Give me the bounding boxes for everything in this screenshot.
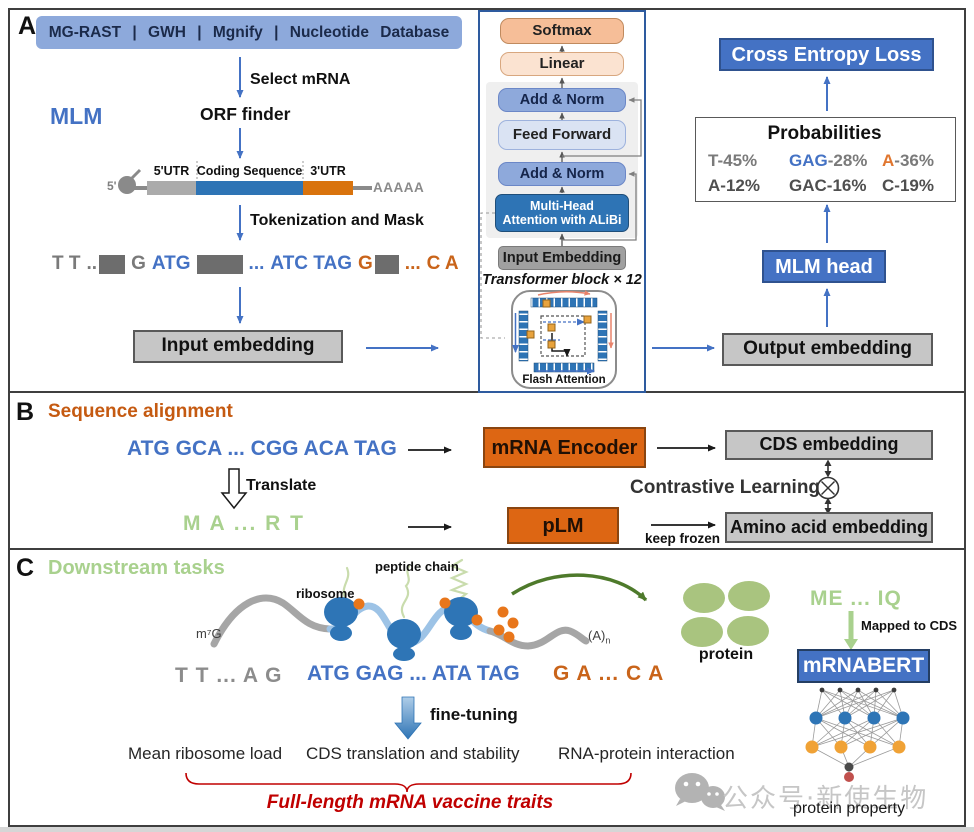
utr3-label: 3'UTR [310,164,346,178]
traits-label: Full-length mRNA vaccine traits [266,792,554,813]
token-gray-g: G [131,253,146,274]
prob-cell: A-36% [882,151,934,170]
prob-cell: GAG-28% [789,151,868,170]
poly-a-tail-label: (A)n [588,628,611,646]
mrna-encoder-box: mRNA Encoder [483,427,646,468]
add-norm-bottom-box: Add & Norm [498,162,626,186]
mask-block-2 [196,254,243,274]
ribosome-label: ribosome [296,586,355,601]
probabilities-title: Probabilities [767,123,882,144]
token-blue-codons: ATC TAG [270,253,353,274]
task-cds-translation: CDS translation and stability [306,744,520,763]
downstream-tasks-title: Downstream tasks [48,557,225,579]
cds-label: Coding Sequence [196,164,303,178]
protein-sequence-text: M A ... R T [183,512,305,535]
panel-c-label: C [16,554,35,582]
prob-cell: C-19% [882,176,934,195]
mapped-to-cds-label: Mapped to CDS [861,618,958,633]
input-embedding-box: Input embedding [133,330,343,363]
add-norm-top-box: Add & Norm [498,88,626,112]
protein-seq-text: ME ... IQ [810,587,902,610]
transformer-caption: Transformer block × 12 [482,272,642,288]
plm-box: pLM [507,507,619,544]
token-start-codon: ATG [151,253,191,274]
cross-entropy-box: Cross Entropy Loss [719,38,934,71]
seq-blue-text: ATG GAG ... ATA TAG [307,662,520,685]
softmax-box: Softmax [500,18,624,44]
transformer-input-embedding-box: Input Embedding [498,246,626,270]
databases-banner: MG-RAST | GWH | Mgnify | Nucleotide Data… [36,16,462,49]
five-prime-label: 5' [107,179,117,193]
bottom-strip [0,827,974,832]
mlm-label: MLM [50,103,103,129]
feed-forward-box: Feed Forward [498,120,626,150]
orf-finder-label: ORF finder [200,104,291,124]
prob-cell: A-12% [708,176,760,195]
task-mean-ribosome-load: Mean ribosome load [128,744,283,763]
linear-box: Linear [500,52,624,76]
probabilities-box: Probabilities T-45% GAG-28% A-36% A-12% … [695,117,956,202]
panel-b-frame [8,393,966,550]
select-mrna-label: Select mRNA [250,71,351,88]
watermark-text: 公众号·新使生物 [722,784,929,814]
token-gray-start: T T [52,253,81,274]
prob-cell: T-45% [708,151,758,170]
translate-label: Translate [246,477,317,494]
panel-a-label: A [18,12,37,40]
contrastive-learning-label: Contrastive Learning [630,477,821,498]
keep-frozen-label: keep frozen [645,531,721,546]
protein-label: protein [698,646,754,663]
amino-embedding-box: Amino acid embedding [725,512,933,543]
peptide-chain-label: peptide chain [375,559,459,574]
mask-block-1 [99,254,126,274]
token-blue-dots: ... [248,253,265,274]
seq-gray-text: T T ... A G [175,664,283,687]
poly-a-label: AAAAA [373,180,425,195]
seq-orange-text: G A ... C A [553,662,665,685]
token-orange-dots: ... [404,253,421,274]
mlm-head-box: MLM head [762,250,886,283]
token-row: T T .. G ATG ... ATC TAG G ... C A [52,253,459,275]
prob-cell: GAC-16% [789,176,867,195]
multi-head-attention-box: Multi-Head Attention with ALiBi [495,194,629,232]
token-orange-end: C A [426,253,459,274]
output-embedding-box: Output embedding [722,333,933,366]
token-orange-g: G [358,253,373,274]
cap-label: m⁷G [196,626,222,641]
mrnabert-box: mRNABERT [797,649,930,683]
utr5-label: 5'UTR [153,164,190,178]
cds-embedding-box: CDS embedding [725,430,933,460]
panel-b-label: B [16,398,35,426]
token-gray-dots: .. [86,253,98,274]
tokenization-label: Tokenization and Mask [250,212,424,229]
task-rna-protein: RNA-protein interaction [558,744,735,763]
mask-block-3 [374,254,399,274]
panel-c-frame [8,550,966,827]
cds-sequence-text: ATG GCA ... CGG ACA TAG [127,437,397,460]
protein-property-label: protein property [793,800,906,817]
flash-attention-label: Flash Attention [522,374,606,386]
fine-tuning-label: fine-tuning [430,705,518,724]
sequence-alignment-title: Sequence alignment [48,401,233,422]
